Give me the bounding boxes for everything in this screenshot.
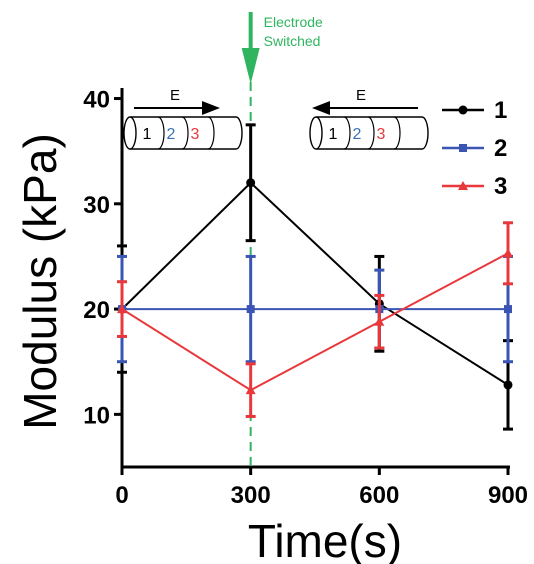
series-1-line bbox=[121, 181, 509, 386]
legend-marker bbox=[458, 181, 468, 190]
cylinder-segment-number: 1 bbox=[143, 126, 152, 143]
axes: 10 20 30 40 0 300 600 900 Time(s) Modulus (kPa) bbox=[14, 87, 528, 564]
legend-label: 2 bbox=[494, 135, 507, 162]
x-tick-label: 0 bbox=[115, 482, 128, 509]
inset-e-label: E bbox=[170, 87, 180, 104]
x-tick-label: 900 bbox=[488, 482, 528, 509]
inset-arrow-head bbox=[312, 101, 330, 115]
switch-arrow-head bbox=[241, 48, 260, 84]
cylinder-segment-number: 2 bbox=[167, 126, 176, 143]
x-tick-label: 600 bbox=[359, 482, 399, 509]
series-3-line bbox=[121, 252, 509, 392]
cylinder-front-face bbox=[309, 116, 323, 150]
cylinder-segment-divider bbox=[207, 116, 215, 150]
legend-label: 1 bbox=[494, 97, 507, 124]
x-tick-label: 300 bbox=[231, 482, 271, 509]
insets: E1 2 3E1 2 3 bbox=[123, 87, 429, 150]
y-tick-label: 10 bbox=[83, 402, 110, 429]
y-tick-label: 20 bbox=[83, 297, 110, 324]
cylinder-segment-number: 2 bbox=[353, 126, 362, 143]
data-point bbox=[504, 305, 512, 314]
series-2 bbox=[117, 254, 513, 364]
series-layer bbox=[117, 123, 513, 431]
data-point bbox=[117, 304, 127, 314]
inset-arrow-head bbox=[202, 101, 220, 115]
series-1 bbox=[117, 123, 513, 431]
inset-1: E 1 2 3 bbox=[123, 87, 243, 150]
cylinder-segment-divider bbox=[157, 116, 165, 150]
data-point bbox=[246, 178, 256, 188]
data-point bbox=[245, 385, 256, 395]
cylinder-front-face bbox=[123, 116, 137, 150]
legend-item-1: 1 bbox=[442, 97, 507, 124]
legend-marker bbox=[459, 144, 467, 152]
cylinder-segment-divider bbox=[367, 116, 375, 150]
cylinder-segment-number: 1 bbox=[329, 126, 338, 143]
data-point bbox=[246, 305, 255, 314]
y-tick-label: 40 bbox=[83, 87, 110, 114]
legend: 1 2 3 bbox=[442, 97, 507, 200]
inset-e-label: E bbox=[356, 87, 366, 104]
legend-item-3: 3 bbox=[442, 173, 507, 200]
cylinder-back-face bbox=[235, 116, 243, 150]
cylinder-segment-number: 3 bbox=[191, 126, 200, 143]
cylinder-segment-divider bbox=[343, 116, 351, 150]
inset-2: E 1 2 3 bbox=[309, 87, 429, 150]
cylinder-segment-number: 3 bbox=[377, 126, 386, 143]
cylinder-back-face bbox=[421, 116, 429, 150]
cylinder-segment-divider bbox=[181, 116, 189, 150]
data-point bbox=[503, 248, 513, 258]
x-axis-title: Time(s) bbox=[248, 515, 402, 564]
switch-annotation-text: Switched bbox=[264, 33, 321, 49]
legend-marker bbox=[458, 105, 468, 115]
cylinder-segment-divider bbox=[393, 116, 401, 150]
legend-label: 3 bbox=[494, 173, 507, 200]
switch-annotation-text: Electrode bbox=[264, 14, 323, 30]
data-point bbox=[503, 380, 513, 390]
legend-item-2: 2 bbox=[442, 135, 507, 162]
series-3 bbox=[117, 221, 513, 418]
y-axis-title: Modulus (kPa) bbox=[14, 133, 66, 430]
data-point bbox=[374, 316, 385, 326]
y-tick-label: 30 bbox=[83, 192, 110, 219]
